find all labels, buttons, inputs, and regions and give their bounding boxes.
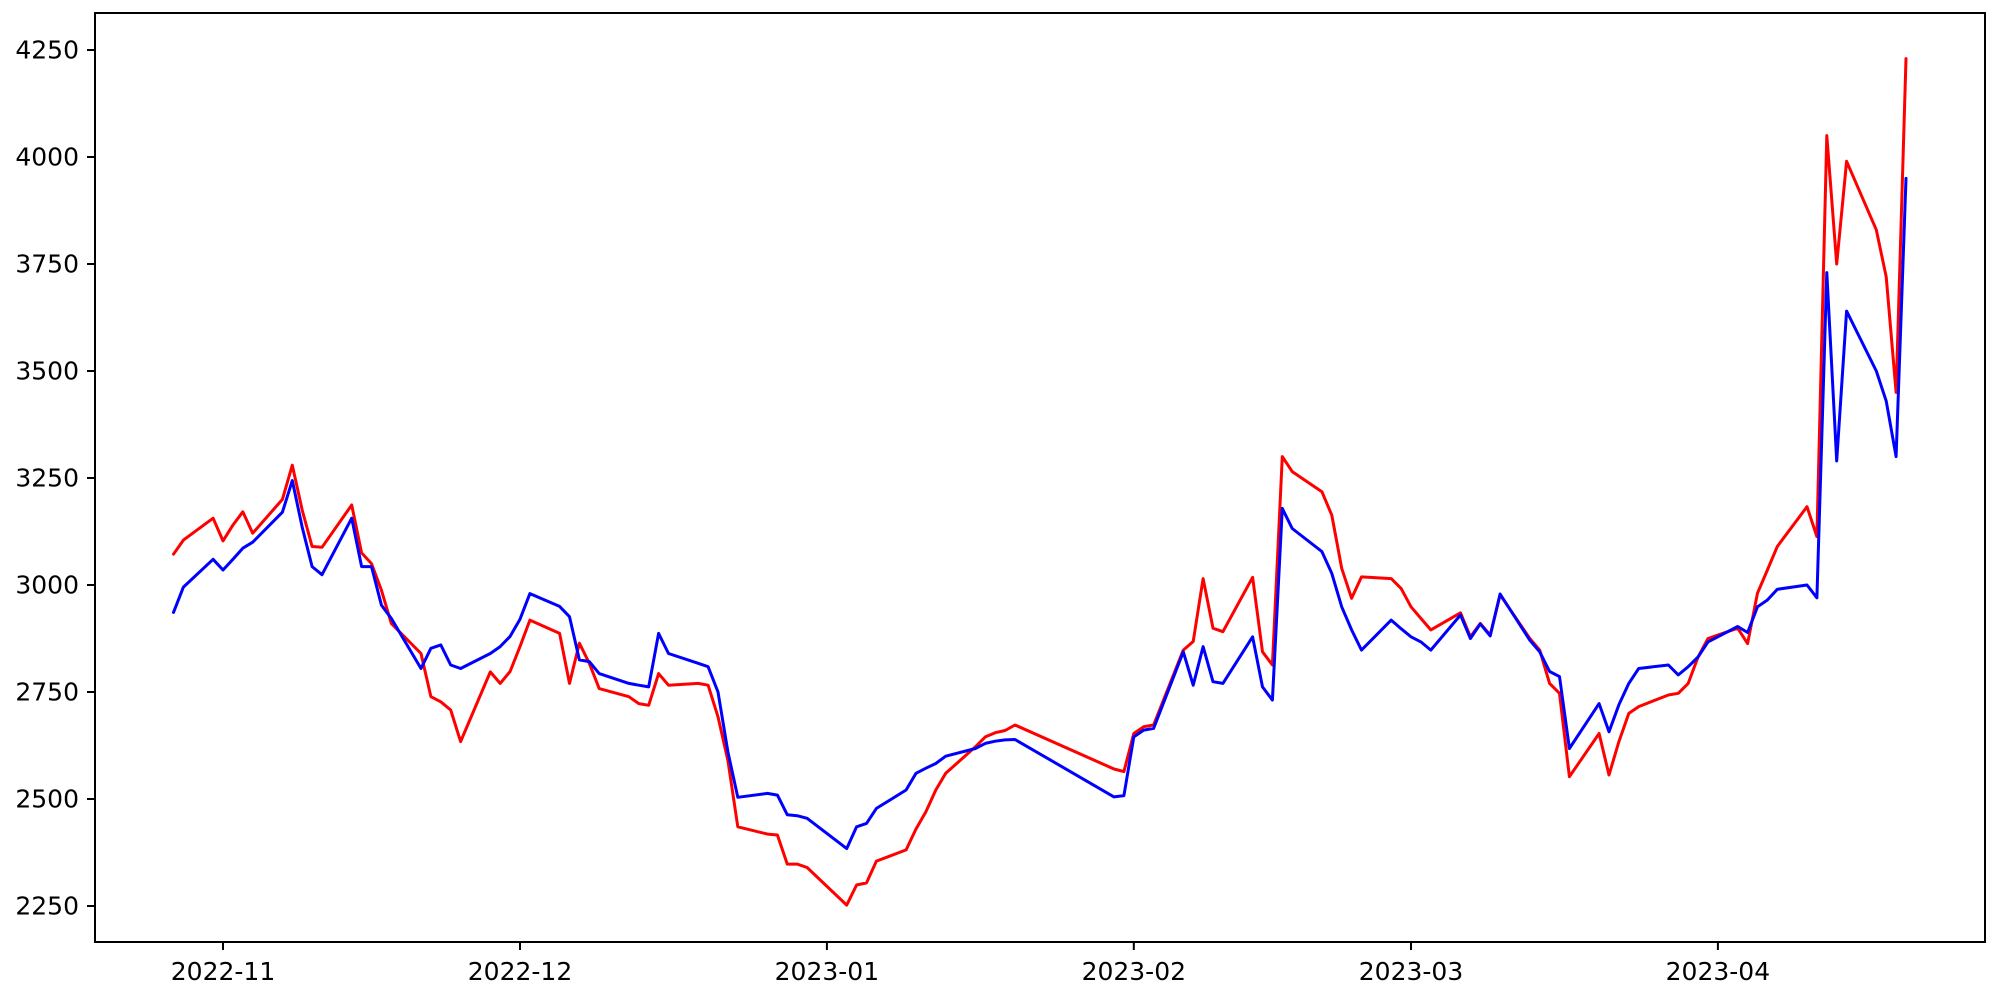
y-tick-label: 2500: [15, 785, 79, 814]
y-tick-label: 2250: [15, 892, 79, 921]
red-line-series: [172, 57, 1908, 907]
y-tick-label: 4000: [15, 143, 79, 172]
x-tick-label: 2022-11: [171, 957, 275, 986]
x-tick-label: 2023-03: [1359, 957, 1463, 986]
y-tick-label: 2750: [15, 678, 79, 707]
x-tick-label: 2023-01: [775, 957, 879, 986]
plot-border: [94, 12, 1986, 943]
x-tick-label: 2023-02: [1082, 957, 1186, 986]
y-tick-label: 3000: [15, 571, 79, 600]
y-tick-label: 3750: [15, 250, 79, 279]
y-tick-label: 3250: [15, 464, 79, 493]
y-tick-label: 3500: [15, 357, 79, 386]
y-tick-label: 4250: [15, 36, 79, 65]
x-tick-label: 2022-12: [468, 957, 572, 986]
blue-line-series: [172, 176, 1908, 851]
x-tick-label: 2023-04: [1666, 957, 1770, 986]
